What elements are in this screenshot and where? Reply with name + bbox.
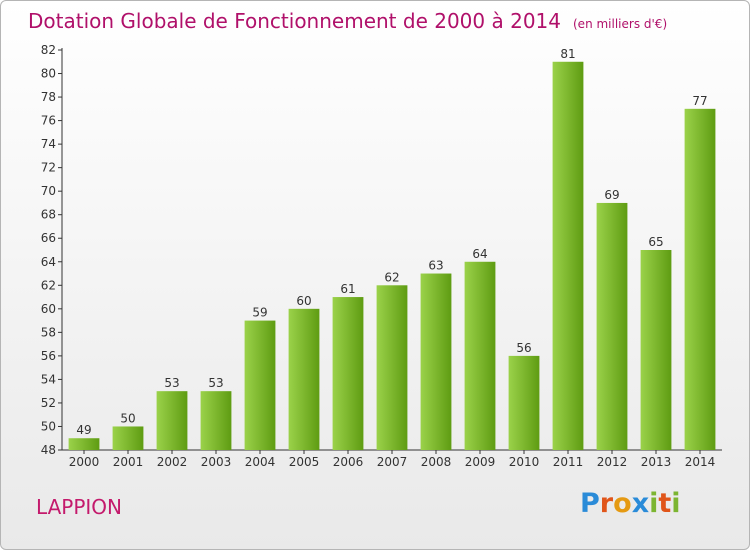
x-tick-label: 2003 bbox=[201, 455, 232, 469]
bar-2004 bbox=[244, 320, 276, 450]
y-tick-label: 64 bbox=[41, 255, 56, 269]
bars bbox=[68, 61, 716, 450]
logo-letter: x bbox=[631, 488, 650, 519]
y-tick-label: 52 bbox=[41, 396, 56, 410]
data-label-2007: 62 bbox=[384, 270, 399, 284]
bar-2007 bbox=[376, 285, 408, 450]
x-tick-label: 2014 bbox=[685, 455, 716, 469]
y-tick-label: 48 bbox=[41, 443, 56, 457]
bar-2012 bbox=[596, 202, 628, 450]
x-tick-label: 2004 bbox=[245, 455, 276, 469]
y-tick-label: 66 bbox=[41, 231, 56, 245]
x-tick-label: 2007 bbox=[377, 455, 408, 469]
bar-2008 bbox=[420, 273, 452, 450]
data-label-2003: 53 bbox=[208, 376, 223, 390]
town-name: LAPPION bbox=[36, 495, 123, 519]
logo-letter: o bbox=[613, 488, 632, 519]
chart-subtitle: (en milliers d'€) bbox=[573, 17, 668, 31]
chart-title: Dotation Globale de Fonctionnement de 20… bbox=[28, 9, 667, 33]
data-label-2001: 50 bbox=[120, 411, 135, 425]
bar-2003 bbox=[200, 391, 232, 450]
bar-2005 bbox=[288, 308, 320, 450]
data-label-2013: 65 bbox=[648, 235, 663, 249]
bar-2011 bbox=[552, 61, 584, 450]
x-tick-label: 2000 bbox=[69, 455, 100, 469]
x-tick-label: 2002 bbox=[157, 455, 188, 469]
logo-letter: r bbox=[599, 488, 614, 519]
bar-2006 bbox=[332, 297, 364, 450]
y-tick-label: 58 bbox=[41, 325, 56, 339]
data-label-2012: 69 bbox=[604, 188, 619, 202]
x-tick-label: 2006 bbox=[333, 455, 364, 469]
logo-letter: t bbox=[658, 488, 672, 519]
y-tick-label: 72 bbox=[41, 161, 56, 175]
data-label-2014: 77 bbox=[692, 94, 707, 108]
data-label-2009: 64 bbox=[472, 247, 487, 261]
y-tick-label: 62 bbox=[41, 278, 56, 292]
bar-2014 bbox=[684, 108, 716, 450]
logo-letter: i bbox=[649, 488, 659, 519]
bar-2002 bbox=[156, 391, 188, 450]
data-label-2004: 59 bbox=[252, 306, 267, 320]
data-label-2000: 49 bbox=[76, 423, 91, 437]
data-label-2010: 56 bbox=[516, 341, 531, 355]
data-label-2008: 63 bbox=[428, 259, 443, 273]
data-label-2005: 60 bbox=[296, 294, 311, 308]
y-tick-label: 82 bbox=[41, 43, 56, 57]
y-tick-label: 78 bbox=[41, 90, 56, 104]
proxiti-logo: Proxiti bbox=[580, 488, 681, 519]
title-text: Dotation Globale de Fonctionnement de 20… bbox=[28, 9, 561, 33]
data-label-2002: 53 bbox=[164, 376, 179, 390]
x-tick-label: 2010 bbox=[509, 455, 540, 469]
x-tick-label: 2011 bbox=[553, 455, 584, 469]
x-tick-label: 2005 bbox=[289, 455, 320, 469]
data-label-2011: 81 bbox=[560, 47, 575, 61]
x-tick-label: 2012 bbox=[597, 455, 628, 469]
x-tick-label: 2009 bbox=[465, 455, 496, 469]
x-tick-label: 2001 bbox=[113, 455, 144, 469]
y-tick-label: 74 bbox=[41, 137, 56, 151]
x-tick-label: 2013 bbox=[641, 455, 672, 469]
y-tick-label: 60 bbox=[41, 302, 56, 316]
data-label-2006: 61 bbox=[340, 282, 355, 296]
y-tick-label: 54 bbox=[41, 372, 56, 386]
x-tick-label: 2008 bbox=[421, 455, 452, 469]
bar-2010 bbox=[508, 355, 540, 450]
y-tick-label: 68 bbox=[41, 208, 56, 222]
y-tick-label: 56 bbox=[41, 349, 56, 363]
data-labels: 49 50 53 53 59 60 61 62 63 64 56 81 69 65 77 bbox=[76, 47, 707, 437]
bar-2009 bbox=[464, 261, 496, 450]
y-tick-label: 50 bbox=[41, 419, 56, 433]
bar-2001 bbox=[112, 426, 144, 450]
y-tick-label: 70 bbox=[41, 184, 56, 198]
y-tick-label: 80 bbox=[41, 67, 56, 81]
y-tick-label: 76 bbox=[41, 114, 56, 128]
bar-2013 bbox=[640, 250, 672, 450]
logo-letter: P bbox=[580, 488, 600, 519]
bar-2000 bbox=[68, 438, 100, 450]
logo-letter: i bbox=[671, 488, 681, 519]
